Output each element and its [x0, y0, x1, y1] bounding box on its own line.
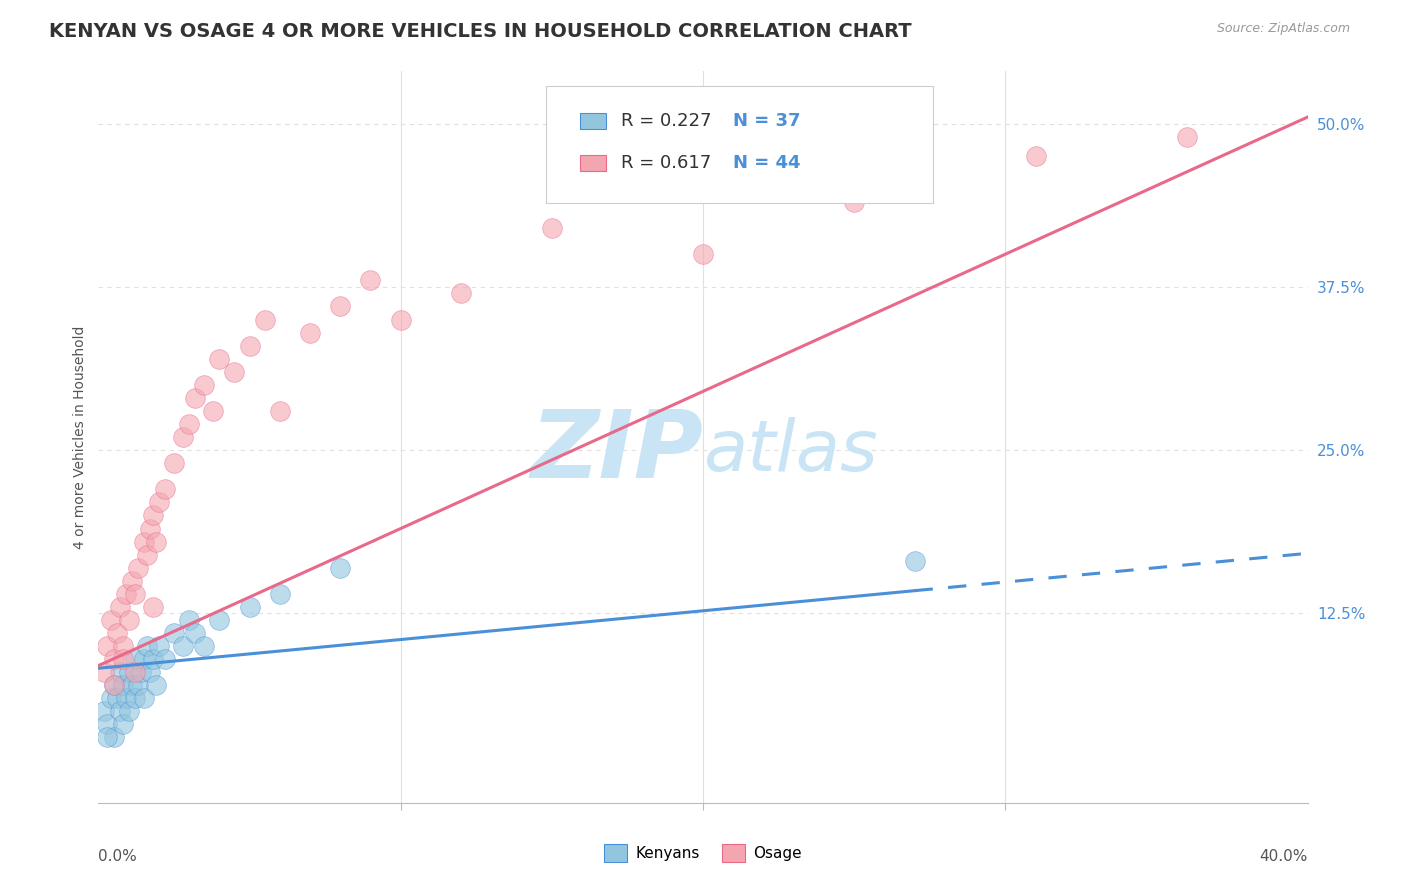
Point: [163, 456, 186, 470]
Point: [172, 430, 194, 444]
Point: [142, 652, 165, 666]
Point: [132, 534, 155, 549]
Point: [121, 574, 143, 588]
FancyBboxPatch shape: [579, 154, 606, 171]
Point: [103, 678, 125, 692]
Point: [239, 339, 262, 353]
Point: [253, 312, 276, 326]
Point: [208, 351, 231, 366]
Legend: Kenyans, Osage: Kenyans, Osage: [599, 838, 807, 868]
Point: [844, 194, 866, 209]
Point: [108, 599, 131, 614]
Point: [450, 286, 472, 301]
Point: [111, 678, 134, 692]
Text: R = 0.227: R = 0.227: [621, 112, 711, 130]
Point: [124, 587, 146, 601]
Point: [124, 691, 146, 706]
Point: [202, 404, 225, 418]
Text: ZIP: ZIP: [530, 406, 703, 498]
Point: [124, 652, 146, 666]
Text: N = 37: N = 37: [734, 112, 801, 130]
Point: [299, 326, 322, 340]
Point: [329, 300, 352, 314]
Point: [148, 495, 170, 509]
Text: Source: ZipAtlas.com: Source: ZipAtlas.com: [1216, 22, 1350, 36]
Point: [118, 613, 141, 627]
Point: [114, 587, 136, 601]
Point: [100, 613, 122, 627]
Point: [139, 665, 162, 680]
Point: [184, 391, 207, 405]
Point: [224, 365, 246, 379]
Point: [135, 548, 157, 562]
Point: [108, 665, 131, 680]
Text: N = 44: N = 44: [734, 153, 801, 172]
Point: [193, 377, 215, 392]
Point: [129, 665, 152, 680]
Point: [172, 639, 194, 653]
Point: [904, 554, 927, 568]
Text: R = 0.617: R = 0.617: [621, 153, 711, 172]
Point: [111, 652, 134, 666]
Point: [269, 587, 291, 601]
Point: [239, 599, 262, 614]
Point: [124, 665, 146, 680]
Point: [269, 404, 291, 418]
Point: [118, 705, 141, 719]
Text: 0.0%: 0.0%: [98, 848, 138, 863]
Point: [163, 626, 186, 640]
Point: [100, 691, 122, 706]
Point: [142, 508, 165, 523]
Point: [1175, 129, 1198, 144]
Point: [179, 417, 201, 431]
Point: [153, 652, 176, 666]
FancyBboxPatch shape: [579, 113, 606, 129]
Point: [93, 665, 115, 680]
Point: [142, 599, 165, 614]
Point: [127, 560, 149, 574]
Point: [135, 639, 157, 653]
Point: [1024, 149, 1046, 163]
Point: [132, 652, 155, 666]
Point: [118, 665, 141, 680]
Point: [179, 613, 201, 627]
Point: [193, 639, 215, 653]
Point: [184, 626, 207, 640]
Point: [148, 639, 170, 653]
Point: [145, 678, 167, 692]
Point: [208, 613, 231, 627]
Point: [360, 273, 382, 287]
FancyBboxPatch shape: [546, 86, 932, 203]
Point: [105, 691, 128, 706]
Point: [96, 731, 118, 745]
Point: [121, 678, 143, 692]
Point: [103, 678, 125, 692]
Point: [540, 221, 562, 235]
Text: atlas: atlas: [703, 417, 877, 486]
Point: [127, 678, 149, 692]
Point: [103, 731, 125, 745]
Point: [105, 626, 128, 640]
Point: [153, 483, 176, 497]
Point: [329, 560, 352, 574]
Point: [145, 534, 167, 549]
Point: [96, 639, 118, 653]
Point: [692, 247, 714, 261]
Point: [111, 639, 134, 653]
Point: [111, 717, 134, 731]
Point: [93, 705, 115, 719]
Point: [96, 717, 118, 731]
Text: 40.0%: 40.0%: [1260, 848, 1308, 863]
Point: [389, 312, 412, 326]
Text: KENYAN VS OSAGE 4 OR MORE VEHICLES IN HOUSEHOLD CORRELATION CHART: KENYAN VS OSAGE 4 OR MORE VEHICLES IN HO…: [49, 22, 912, 41]
Point: [103, 652, 125, 666]
Point: [108, 705, 131, 719]
Point: [114, 691, 136, 706]
Point: [132, 691, 155, 706]
Y-axis label: 4 or more Vehicles in Household: 4 or more Vehicles in Household: [73, 326, 87, 549]
Point: [139, 521, 162, 535]
